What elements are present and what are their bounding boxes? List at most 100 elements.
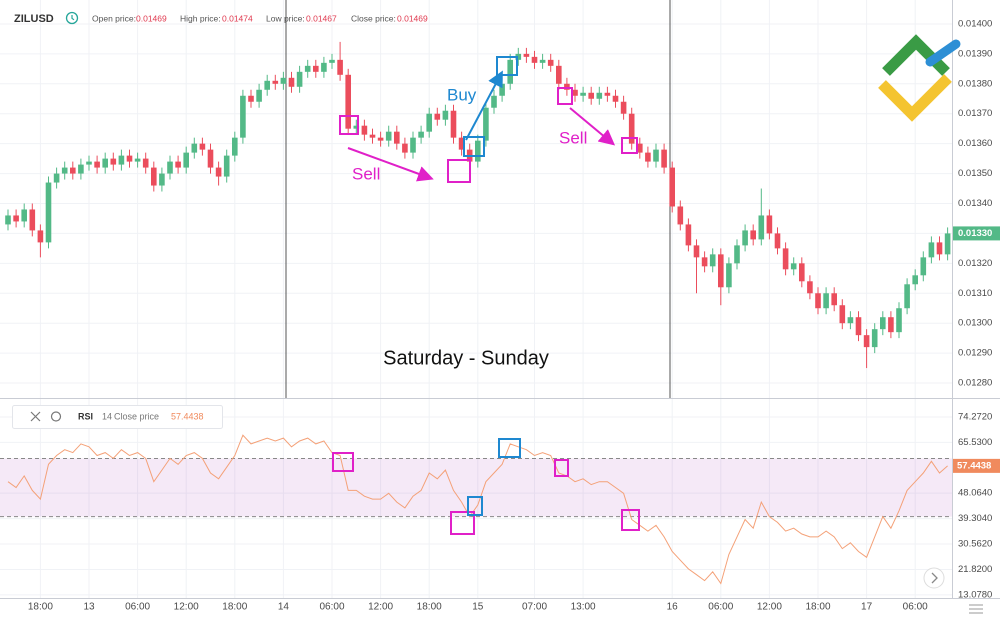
candle-body: [669, 167, 675, 207]
candle-body: [920, 257, 927, 276]
logo: [878, 34, 961, 122]
y-tick-label: 0.01360: [958, 138, 992, 149]
candle-body: [612, 95, 619, 102]
y-tick-label: 21.8200: [958, 564, 992, 575]
candle-body: [37, 230, 44, 243]
y-tick-label: 74.2720: [958, 411, 992, 422]
candle-body: [888, 317, 894, 333]
rsi-value: 57.4438: [171, 411, 204, 421]
x-tick-label: 06:00: [319, 602, 344, 613]
candle-body: [539, 59, 546, 63]
candle-body: [199, 143, 206, 150]
x-tick-label: 07:00: [522, 602, 547, 613]
legend-value: 0.01469: [136, 13, 167, 23]
legend-label: Close price:: [351, 13, 396, 23]
candle-body: [280, 77, 287, 84]
candle-body: [823, 293, 829, 309]
y-tick-label: 30.5620: [958, 539, 992, 550]
legend-label: High price:: [180, 13, 221, 23]
scroll-button[interactable]: [923, 567, 945, 589]
rsi-name: RSI: [78, 411, 93, 421]
candle-body: [5, 215, 11, 225]
candle-body: [426, 113, 432, 132]
y-tick-label: 0.01320: [958, 258, 992, 269]
candle-body: [167, 161, 173, 174]
candle-body: [304, 65, 311, 72]
candle-body: [499, 83, 505, 96]
candle-body: [337, 59, 343, 75]
candle-body: [313, 65, 319, 72]
candle-body: [86, 161, 92, 165]
y-tick-label: 0.01310: [958, 288, 992, 299]
candle-body: [547, 59, 554, 66]
last-value-box: [953, 458, 1000, 473]
legend-value: 0.01467: [306, 13, 337, 23]
candle-body: [442, 110, 449, 120]
rsi-length: 14: [102, 411, 112, 421]
candle-body: [847, 317, 854, 324]
y-tick-label: 13.0780: [958, 589, 992, 600]
candle-body: [709, 254, 716, 267]
candle-body: [726, 263, 732, 288]
x-tick-label: 14: [278, 602, 290, 613]
candle-body: [515, 53, 522, 60]
candle-body: [531, 56, 538, 63]
close-icon[interactable]: [30, 411, 41, 422]
candle-body: [596, 92, 603, 99]
candle-body: [661, 149, 667, 168]
candle-body: [232, 137, 238, 156]
candle-body: [110, 158, 117, 165]
candle-body: [240, 95, 246, 138]
legend-label: Low price:: [266, 13, 305, 23]
candle-body: [799, 263, 805, 282]
candle-body: [628, 113, 635, 144]
x-tick-label: 16: [667, 602, 679, 613]
candle-body: [385, 131, 392, 141]
candle-body: [766, 215, 773, 234]
x-tick-label: 17: [861, 602, 873, 613]
candle-body: [718, 254, 724, 288]
axis-settings-icon[interactable]: [969, 604, 983, 614]
candle-body: [191, 143, 198, 153]
candle-body: [491, 95, 497, 108]
y-tick-label: 0.01340: [958, 198, 992, 209]
candle-body: [142, 158, 149, 168]
y-tick-label: 0.01350: [958, 168, 992, 179]
candle-body: [475, 140, 481, 162]
candle-body: [839, 305, 846, 324]
candle-body: [807, 281, 813, 294]
candle-body: [572, 89, 578, 96]
marks: [5, 41, 951, 585]
candle-body: [434, 113, 441, 120]
candle-body: [782, 248, 789, 270]
candle-body: [53, 173, 60, 183]
candle-body: [410, 137, 416, 153]
y-tick-label: 48.0640: [958, 488, 992, 499]
candle-body: [377, 137, 384, 141]
candle-body: [701, 257, 708, 267]
candle-body: [159, 173, 165, 186]
candle-body: [175, 161, 181, 168]
candle-body: [402, 143, 408, 153]
candle-body: [815, 293, 821, 309]
candle-body: [750, 230, 756, 240]
candle-body: [790, 263, 797, 270]
rsi-source: Close price: [114, 411, 159, 421]
y-tick-label: 0.01290: [958, 348, 992, 359]
y-tick-label: 0.01400: [958, 18, 992, 29]
x-tick-label: 18:00: [222, 602, 247, 613]
candle-body: [912, 275, 918, 285]
y-tick-label: 39.3040: [958, 513, 992, 524]
settings-icon[interactable]: [50, 411, 62, 422]
y-tick-label: 0.01300: [958, 318, 992, 329]
candle-body: [102, 158, 108, 168]
sell-label: Sell: [352, 164, 380, 183]
weekend-label: Saturday - Sunday: [383, 347, 549, 369]
last-price-label: 0.01330: [958, 228, 992, 239]
buy-arrow: [465, 70, 503, 141]
candle-body: [928, 242, 935, 258]
rsi-line: [7, 434, 948, 585]
candle-body: [645, 152, 651, 162]
x-tick-label: 12:00: [368, 602, 393, 613]
